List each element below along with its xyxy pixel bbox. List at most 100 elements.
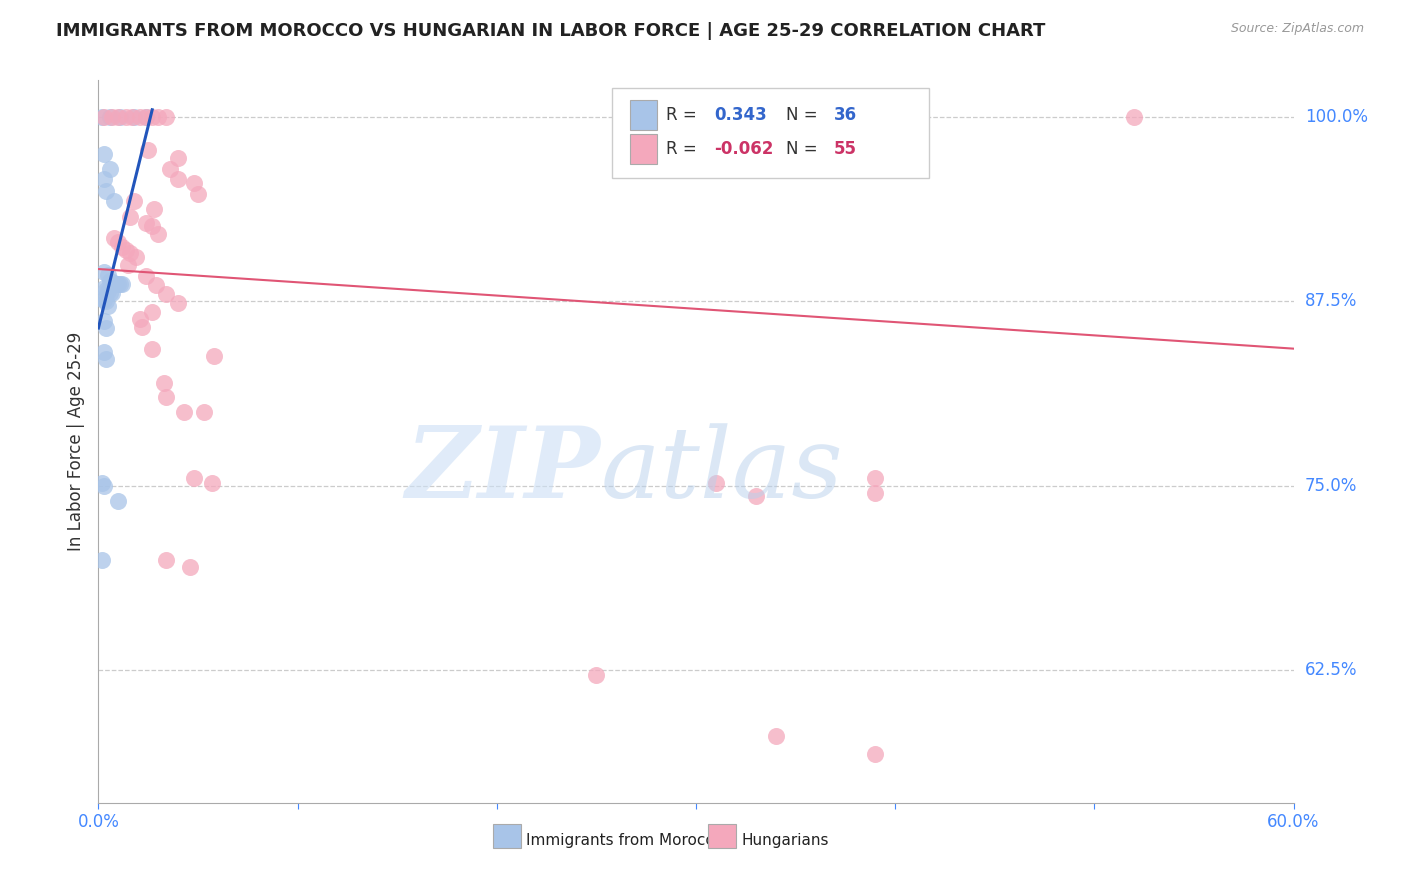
Point bbox=[98, 161, 122, 176]
Point bbox=[167, 152, 190, 166]
Text: 0.343: 0.343 bbox=[714, 106, 766, 124]
Point bbox=[155, 110, 177, 124]
Point bbox=[167, 172, 190, 186]
Point bbox=[148, 110, 170, 124]
FancyBboxPatch shape bbox=[613, 87, 929, 178]
Text: 100.0%: 100.0% bbox=[1305, 108, 1368, 126]
Point bbox=[98, 110, 122, 124]
Point bbox=[141, 305, 163, 319]
Point bbox=[1123, 110, 1146, 124]
Point bbox=[145, 278, 167, 293]
Point bbox=[117, 258, 139, 272]
Point bbox=[101, 275, 124, 289]
Point bbox=[202, 349, 225, 363]
Bar bbox=[630, 100, 657, 130]
Point bbox=[865, 110, 887, 124]
Text: Hungarians: Hungarians bbox=[741, 833, 830, 848]
Point bbox=[193, 405, 215, 419]
Text: 36: 36 bbox=[834, 106, 856, 124]
Point bbox=[93, 281, 115, 295]
Point bbox=[135, 110, 157, 124]
Point bbox=[96, 184, 118, 198]
Point bbox=[96, 283, 118, 297]
Point bbox=[107, 277, 129, 291]
Point bbox=[93, 479, 115, 493]
Point bbox=[97, 299, 120, 313]
Point bbox=[187, 186, 209, 201]
Point bbox=[93, 344, 115, 359]
Point bbox=[136, 143, 159, 157]
Bar bbox=[630, 134, 657, 164]
Text: R =: R = bbox=[666, 140, 702, 158]
Point bbox=[105, 277, 128, 291]
Point bbox=[101, 110, 124, 124]
Point bbox=[111, 240, 134, 254]
Point bbox=[135, 269, 157, 284]
Point bbox=[115, 243, 138, 257]
Point bbox=[131, 319, 153, 334]
Point bbox=[173, 405, 195, 419]
Point bbox=[201, 475, 224, 490]
Point bbox=[745, 489, 768, 503]
Point bbox=[865, 471, 887, 485]
Point bbox=[148, 227, 170, 241]
Point bbox=[93, 110, 115, 124]
Point bbox=[101, 285, 124, 300]
Point bbox=[135, 110, 157, 124]
Point bbox=[120, 245, 142, 260]
Point bbox=[865, 486, 887, 500]
Point bbox=[110, 110, 132, 124]
Point bbox=[155, 287, 177, 301]
Point bbox=[179, 560, 201, 574]
Y-axis label: In Labor Force | Age 25-29: In Labor Force | Age 25-29 bbox=[66, 332, 84, 551]
Point bbox=[110, 277, 132, 291]
Text: N =: N = bbox=[786, 106, 823, 124]
Point bbox=[93, 172, 115, 186]
Text: R =: R = bbox=[666, 106, 702, 124]
Text: atlas: atlas bbox=[600, 423, 844, 518]
Text: ZIP: ZIP bbox=[405, 422, 600, 518]
Point bbox=[135, 216, 157, 230]
Point bbox=[93, 313, 115, 327]
Text: 87.5%: 87.5% bbox=[1305, 293, 1357, 310]
Text: Immigrants from Morocco: Immigrants from Morocco bbox=[526, 833, 724, 848]
Point bbox=[98, 285, 122, 300]
Point bbox=[107, 110, 129, 124]
Point bbox=[155, 552, 177, 566]
Text: N =: N = bbox=[786, 140, 823, 158]
Point bbox=[98, 274, 122, 288]
Point bbox=[93, 147, 115, 161]
Text: 62.5%: 62.5% bbox=[1305, 661, 1357, 679]
Point bbox=[97, 268, 120, 282]
Text: IMMIGRANTS FROM MOROCCO VS HUNGARIAN IN LABOR FORCE | AGE 25-29 CORRELATION CHAR: IMMIGRANTS FROM MOROCCO VS HUNGARIAN IN … bbox=[56, 22, 1046, 40]
Point bbox=[155, 390, 177, 404]
Point bbox=[153, 376, 176, 390]
Point bbox=[129, 110, 152, 124]
Point bbox=[141, 110, 163, 124]
Point bbox=[124, 110, 146, 124]
Text: Source: ZipAtlas.com: Source: ZipAtlas.com bbox=[1230, 22, 1364, 36]
Point bbox=[91, 475, 114, 490]
Point bbox=[159, 161, 181, 176]
Point bbox=[125, 250, 148, 264]
Point bbox=[97, 284, 120, 298]
Point bbox=[141, 219, 163, 234]
Point bbox=[115, 110, 138, 124]
Text: -0.062: -0.062 bbox=[714, 140, 773, 158]
Point bbox=[107, 493, 129, 508]
Point bbox=[96, 321, 118, 335]
Point bbox=[103, 277, 125, 291]
Point bbox=[93, 293, 115, 307]
Point bbox=[585, 667, 607, 681]
Point bbox=[96, 294, 118, 309]
Point bbox=[141, 342, 163, 356]
Point bbox=[704, 475, 727, 490]
Text: 55: 55 bbox=[834, 140, 856, 158]
Point bbox=[765, 730, 787, 744]
Point bbox=[865, 747, 887, 761]
Bar bbox=[709, 824, 735, 847]
Point bbox=[103, 194, 125, 209]
Point bbox=[121, 110, 143, 124]
Point bbox=[120, 211, 142, 225]
Point bbox=[91, 110, 114, 124]
